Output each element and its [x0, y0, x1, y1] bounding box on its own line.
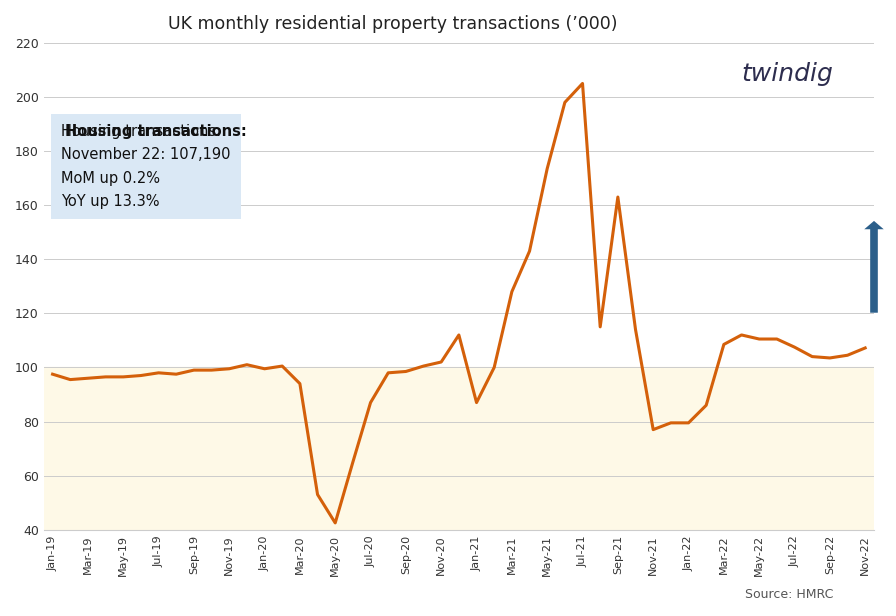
Text: Housing transactions:
November 22: 107,190
MoM up 0.2%
YoY up 13.3%: Housing transactions: November 22: 107,1…: [62, 124, 231, 209]
Bar: [44, 367, 874, 530]
Text: Housing transactions:: Housing transactions:: [65, 124, 246, 139]
Text: twindig: twindig: [741, 62, 833, 86]
Title: UK monthly residential property transactions (’000): UK monthly residential property transact…: [168, 15, 617, 33]
Text: Source: HMRC: Source: HMRC: [745, 588, 833, 601]
